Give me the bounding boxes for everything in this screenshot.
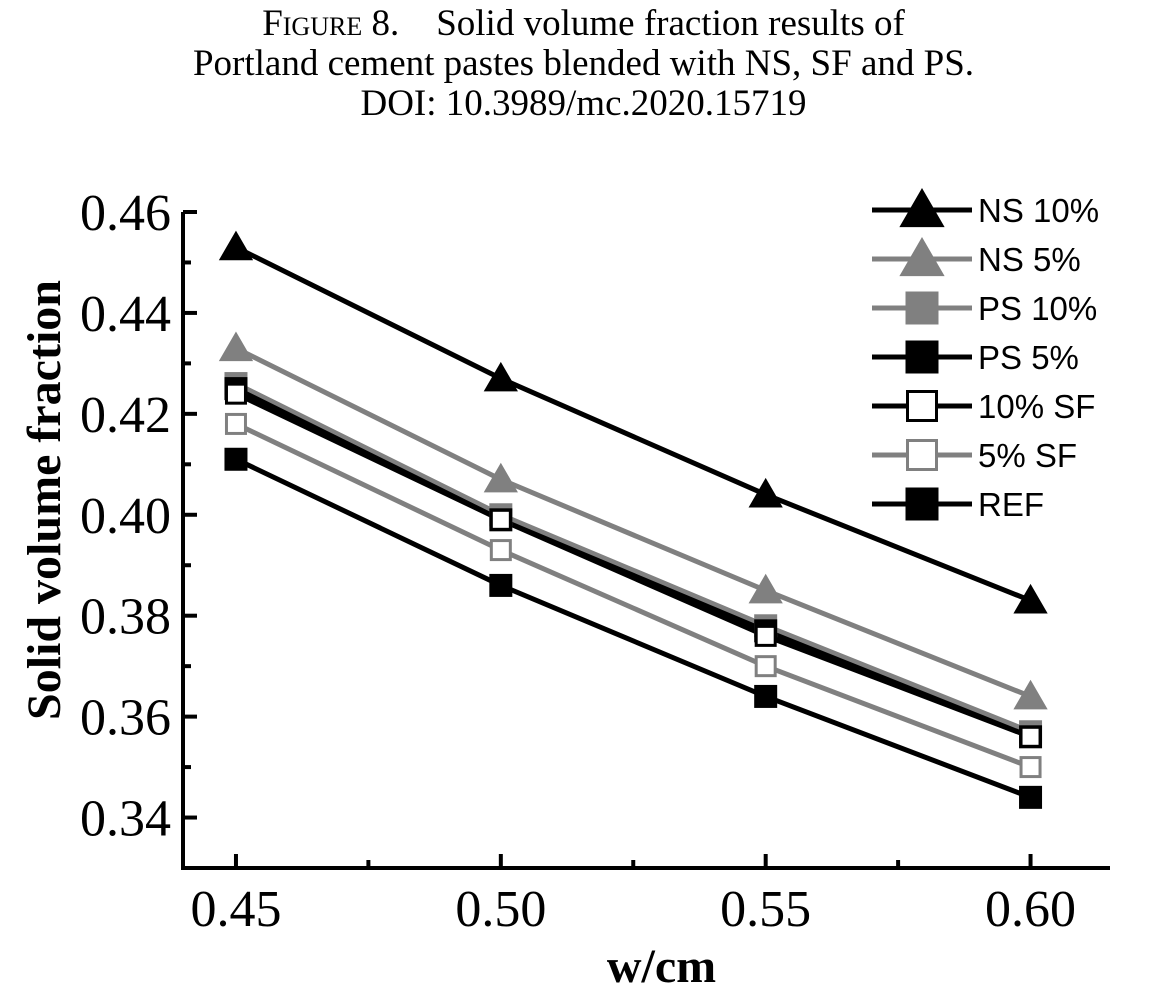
data-point	[224, 382, 247, 405]
y-tick-label: 0.38	[80, 589, 171, 646]
legend-marker	[899, 188, 945, 228]
data-point	[483, 462, 518, 493]
series-line	[234, 391, 1032, 740]
data-point	[754, 684, 778, 708]
x-tick-label: 0.50	[455, 881, 546, 938]
y-tick-label: 0.42	[80, 387, 171, 444]
data-point	[218, 230, 254, 261]
data-point	[754, 655, 777, 678]
legend-label: NS 5%	[978, 241, 1081, 278]
series-markers	[224, 382, 1042, 748]
y-tick-label: 0.44	[80, 286, 171, 343]
legend-label: PS 10%	[978, 290, 1097, 327]
data-point	[748, 477, 783, 508]
y-axis-title: Solid volume fraction	[18, 280, 71, 720]
legend: NS 10% NS 5% PS 10% PS 5% 10% SF 5% SF REF	[872, 188, 1099, 523]
legend-label: PS 5%	[978, 339, 1079, 376]
legend-entry: PS 10%	[872, 290, 1097, 327]
series-ns-10-	[234, 245, 1032, 603]
data-point	[489, 508, 512, 531]
data-point	[224, 447, 248, 471]
series-markers	[224, 412, 1042, 779]
y-tick-label: 0.46	[80, 185, 171, 242]
caption-doi: DOI: 10.3989/mc.2020.15719	[360, 83, 807, 124]
data-point	[489, 539, 512, 562]
x-axis-title: w/cm	[607, 940, 716, 992]
legend-entry: 5% SF	[872, 437, 1077, 474]
series-line	[234, 346, 1032, 699]
x-tick-label: 0.45	[190, 881, 281, 938]
data-point	[1019, 785, 1043, 809]
series-5-sf	[234, 421, 1032, 770]
legend-label: 5% SF	[978, 437, 1077, 474]
series-line	[234, 421, 1032, 770]
series-markers	[218, 230, 1048, 614]
series-markers	[224, 447, 1043, 809]
legend-label: NS 10%	[978, 192, 1099, 229]
figure-caption: Figure 8. Solid volume fraction results …	[0, 4, 1167, 124]
series-layer	[218, 230, 1048, 809]
caption-line-1: Figure 8. Solid volume fraction results …	[0, 4, 1167, 44]
legend-entry: NS 10%	[872, 188, 1099, 229]
data-point	[754, 624, 777, 647]
legend-entry: NS 5%	[872, 237, 1081, 278]
legend-marker	[905, 487, 939, 521]
legend-marker	[905, 291, 939, 325]
legend-marker	[905, 340, 939, 374]
series-markers	[218, 331, 1048, 710]
data-point	[489, 573, 513, 597]
legend-entry: PS 5%	[872, 339, 1079, 376]
x-tick-label: 0.55	[720, 881, 811, 938]
legend-marker	[899, 237, 945, 277]
data-point	[1013, 679, 1048, 710]
data-point	[748, 573, 783, 604]
legend-marker	[906, 390, 938, 422]
data-point	[1019, 725, 1042, 748]
legend-entry: 10% SF	[872, 388, 1095, 425]
figure-label: Figure 8.	[262, 3, 400, 44]
legend-entry: REF	[872, 486, 1044, 523]
series-10-sf	[234, 391, 1032, 740]
data-point	[224, 412, 247, 435]
y-tick-label: 0.36	[80, 690, 171, 747]
series-line	[234, 457, 1032, 800]
data-point	[1019, 756, 1042, 779]
x-tick-label: 0.60	[985, 881, 1076, 938]
caption-title: Solid volume fraction results of	[436, 3, 905, 44]
data-point	[483, 361, 518, 392]
series-line	[234, 381, 1032, 735]
y-tick-label: 0.40	[80, 488, 171, 545]
caption-line-2: Portland cement pastes blended with NS, …	[192, 43, 975, 84]
data-point	[1013, 583, 1048, 614]
series-line	[234, 245, 1032, 603]
legend-label: REF	[978, 486, 1044, 523]
series-ns-5-	[234, 346, 1032, 699]
y-tick-label: 0.34	[80, 791, 171, 848]
series-ps-10-	[234, 381, 1032, 735]
axes: 0.34 0.36 0.38 0.40 0.42 0.44 0.46 0.45 0.50 0.55…	[18, 185, 1110, 992]
legend-label: 10% SF	[978, 388, 1095, 425]
series-ref	[234, 457, 1032, 800]
legend-marker	[906, 439, 938, 471]
data-point	[218, 331, 254, 362]
